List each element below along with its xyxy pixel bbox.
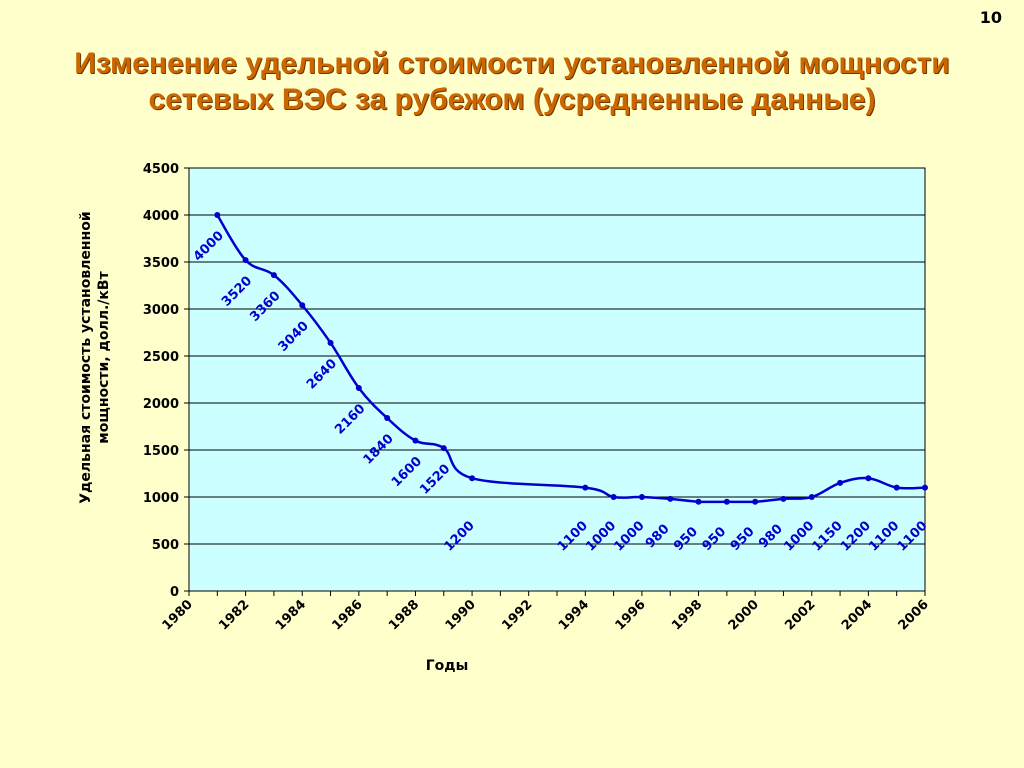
data-point	[327, 339, 334, 346]
data-point	[582, 484, 589, 491]
y-tick-labels: 0 500 1000 1500 2000 2500 3000 3500 4000 4500	[143, 162, 189, 600]
y-axis-title-line-2: мощности, долл./кВт	[96, 270, 112, 443]
x-tick-label: 1986	[329, 597, 365, 633]
data-point	[752, 498, 759, 505]
data-point	[299, 302, 306, 309]
data-point	[893, 484, 900, 491]
y-tick-label: 0	[170, 585, 179, 600]
data-point	[440, 445, 447, 452]
slide-title-line-2: сетевых ВЭС за рубежом (усредненные данн…	[148, 83, 876, 116]
data-point	[922, 484, 928, 491]
x-tick-label: 2002	[782, 597, 818, 633]
slide-title: Изменение удельной стоимости установленн…	[30, 46, 994, 118]
x-tick-label: 1992	[499, 597, 535, 633]
plot-area	[188, 167, 926, 592]
data-point	[469, 475, 476, 482]
x-tick-labels: 1980 1982 1984 1986 1988 1990 1992 1994 1996 1998…	[160, 591, 932, 633]
x-axis-title: Годы	[426, 658, 469, 674]
y-tick-label: 3000	[143, 303, 179, 318]
x-tick-label: 1988	[386, 597, 422, 633]
x-tick-label: 2006	[896, 597, 932, 633]
x-tick-label: 1990	[443, 597, 479, 633]
x-tick-label: 2000	[726, 597, 762, 633]
y-tick-label: 4500	[143, 162, 179, 177]
page-number: 10	[979, 8, 1002, 27]
y-tick-label: 1000	[143, 491, 179, 506]
data-point	[837, 479, 844, 486]
y-tick-label: 2500	[143, 350, 179, 365]
gridlines	[189, 214, 925, 545]
x-tick-label: 1996	[613, 597, 649, 633]
data-point	[667, 495, 674, 502]
x-tick-label: 1980	[160, 597, 196, 633]
y-axis-title-line-1: Удельная стоимость установленной	[78, 211, 94, 503]
data-point	[780, 495, 787, 502]
x-tick-label: 1982	[216, 597, 252, 633]
data-point	[638, 494, 645, 500]
data-point	[242, 257, 249, 264]
x-tick-label: 1984	[273, 597, 309, 633]
y-tick-label: 3500	[143, 256, 179, 271]
data-point	[723, 498, 730, 505]
x-tick-label: 1994	[556, 597, 592, 633]
data-point	[384, 415, 391, 422]
data-point	[695, 498, 702, 505]
y-tick-label: 500	[152, 538, 179, 553]
x-tick-label: 2004	[839, 597, 875, 633]
data-point	[355, 384, 362, 391]
data-point	[412, 437, 419, 444]
data-point	[214, 212, 221, 218]
data-point	[610, 494, 617, 500]
y-tick-label: 2000	[143, 397, 179, 412]
slide-title-line-1: Изменение удельной стоимости установленн…	[74, 47, 950, 80]
data-point	[270, 272, 277, 279]
x-tick-label: 1998	[669, 597, 705, 633]
data-point	[808, 494, 815, 500]
data-point	[865, 475, 872, 482]
y-tick-label: 1500	[143, 444, 179, 459]
y-tick-label: 4000	[143, 209, 179, 224]
data-markers	[214, 212, 928, 505]
